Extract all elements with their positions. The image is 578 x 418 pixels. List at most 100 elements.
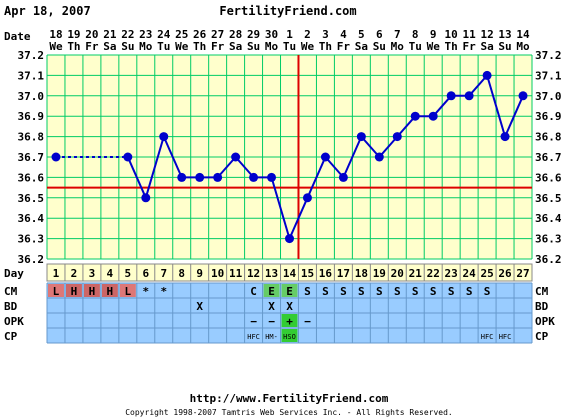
cm-value: S xyxy=(448,285,455,298)
y-tick-right: 36.6 xyxy=(535,171,562,184)
cm-value: S xyxy=(358,285,365,298)
cm-value: H xyxy=(71,285,78,298)
y-tick-right: 36.7 xyxy=(535,151,562,164)
row-label-cm-right: CM xyxy=(535,285,549,298)
temp-point xyxy=(518,91,528,101)
cp-value: HFC xyxy=(247,333,260,341)
day-number: 12 xyxy=(247,267,260,280)
y-tick-right: 36.8 xyxy=(535,131,562,144)
cp-value: HM- xyxy=(265,333,278,341)
temp-line-segment xyxy=(468,74,488,97)
weekday-label: Tu xyxy=(409,40,422,53)
row-label-cm-left: CM xyxy=(4,285,18,298)
date-label: 25 xyxy=(175,28,188,41)
y-tick-left: 36.4 xyxy=(18,212,45,225)
day-number: 26 xyxy=(498,267,512,280)
header-site: FertilityFriend.com xyxy=(219,4,356,18)
cp-value: HFC xyxy=(481,333,494,341)
y-tick-left: 37.2 xyxy=(18,49,45,62)
day-number: 5 xyxy=(125,267,132,280)
date-label: 24 xyxy=(157,28,171,41)
row-label-opk-right: OPK xyxy=(535,315,555,328)
temp-point xyxy=(141,193,151,203)
temp-point xyxy=(464,91,474,101)
day-number: 6 xyxy=(142,267,149,280)
weekday-label: Fr xyxy=(85,40,99,53)
temp-line-segment xyxy=(144,136,165,199)
bd-value: X xyxy=(268,300,275,313)
opk-value: + xyxy=(286,315,293,328)
cm-cell-color xyxy=(119,284,136,297)
day-number: 9 xyxy=(196,267,203,280)
cm-value: S xyxy=(394,285,401,298)
date-label: 11 xyxy=(463,28,477,41)
weekday-label: Sa xyxy=(480,40,493,53)
date-label: 30 xyxy=(265,28,278,41)
date-label: 29 xyxy=(247,28,260,41)
opk-value: − xyxy=(250,315,257,328)
y-tick-left: 37.1 xyxy=(18,69,45,82)
date-label: 1 xyxy=(286,28,293,41)
temp-line-segment xyxy=(162,136,183,178)
date-label: 2 xyxy=(304,28,311,41)
date-label: 22 xyxy=(121,28,134,41)
temp-point xyxy=(123,152,133,162)
weekday-label: Su xyxy=(121,40,134,53)
temp-line-segment xyxy=(504,95,524,138)
weekday-label: Tu xyxy=(283,40,296,53)
date-label: 26 xyxy=(193,28,207,41)
weekday-label: Th xyxy=(445,40,458,53)
footer-copyright: Copyright 1998-2007 Tamtris Web Services… xyxy=(125,408,453,417)
day-row xyxy=(46,263,533,282)
date-label: 18 xyxy=(49,28,62,41)
weekday-label: Mo xyxy=(265,40,279,53)
cm-value: S xyxy=(322,285,329,298)
weekday-label: Mo xyxy=(516,40,530,53)
temp-line-segment xyxy=(126,156,147,199)
cm-value: * xyxy=(142,285,149,298)
row-label-bd-right: BD xyxy=(535,300,549,313)
cm-value: S xyxy=(484,285,491,298)
weekday-label: Sa xyxy=(355,40,368,53)
y-tick-left: 36.9 xyxy=(18,110,45,123)
cm-value: S xyxy=(412,285,419,298)
temp-point xyxy=(392,132,402,142)
weekday-label: We xyxy=(175,40,189,53)
row-label-date: Date xyxy=(4,30,31,43)
day-number: 24 xyxy=(463,267,477,280)
weekday-label: Th xyxy=(67,40,80,53)
day-number: 18 xyxy=(355,267,368,280)
row-label-cp-right: CP xyxy=(535,330,549,343)
footer-url: http://www.FertilityFriend.com xyxy=(190,392,389,405)
date-label: 13 xyxy=(498,28,511,41)
cp-value: HSO xyxy=(283,333,296,341)
weekday-label: Sa xyxy=(103,40,116,53)
day-number: 13 xyxy=(265,267,278,280)
cm-value: * xyxy=(160,285,167,298)
cm-value: H xyxy=(107,285,114,298)
day-number: 16 xyxy=(319,267,333,280)
day-number: 20 xyxy=(391,267,404,280)
day-number: 4 xyxy=(107,267,114,280)
cm-value: S xyxy=(466,285,473,298)
cm-value: L xyxy=(125,285,132,298)
weekday-label: Fr xyxy=(211,40,225,53)
temp-point xyxy=(51,152,61,162)
temp-point xyxy=(231,152,241,162)
day-number: 11 xyxy=(229,267,243,280)
date-label: 10 xyxy=(445,28,458,41)
header-date: Apr 18, 2007 xyxy=(4,4,91,18)
weekday-label: Sa xyxy=(229,40,242,53)
temp-point xyxy=(356,132,366,142)
temp-point xyxy=(159,132,169,142)
cm-cell-color xyxy=(83,284,100,297)
temp-line-segment xyxy=(234,156,255,179)
temp-point xyxy=(446,91,456,101)
cm-value: S xyxy=(304,285,311,298)
weekday-label: Th xyxy=(319,40,332,53)
day-number: 2 xyxy=(71,267,78,280)
row-label-bd-left: BD xyxy=(4,300,18,313)
temp-point xyxy=(195,172,205,182)
temp-point xyxy=(428,111,438,121)
